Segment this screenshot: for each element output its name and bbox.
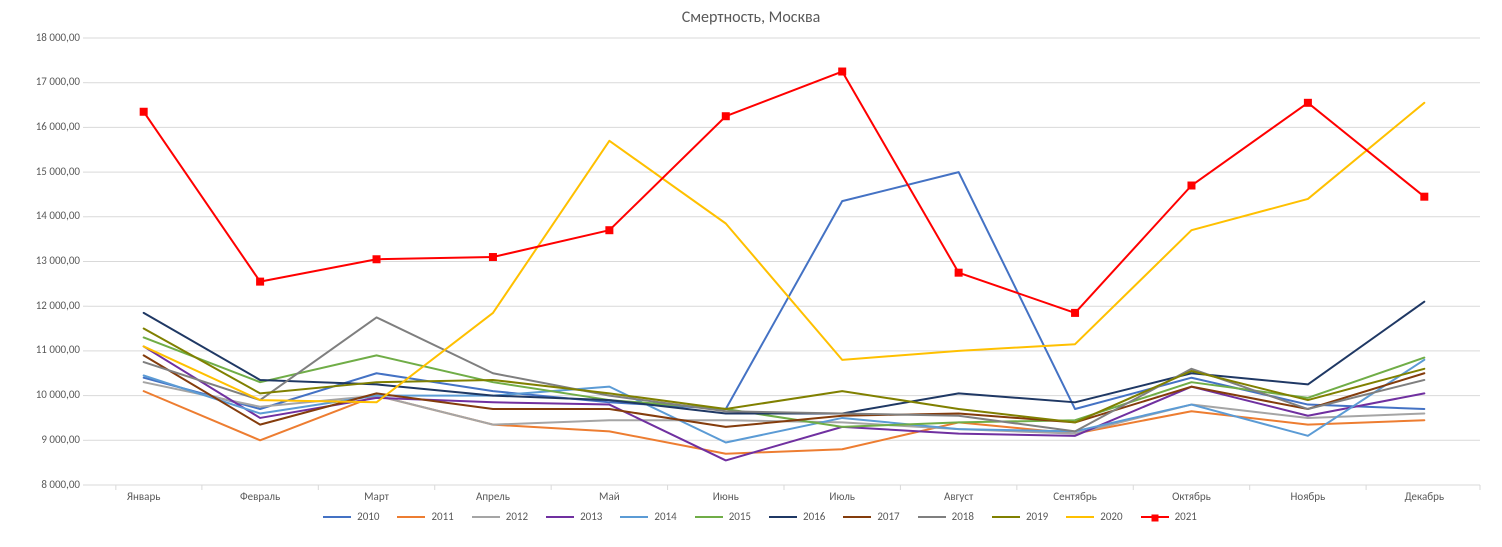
series-marker-2021 xyxy=(140,108,147,115)
legend-item-2015: 2015 xyxy=(695,510,751,523)
legend-label: 2012 xyxy=(506,510,528,523)
x-tick-label: Апрель xyxy=(443,490,543,503)
series-marker-2021 xyxy=(1421,193,1428,200)
plot-area xyxy=(88,38,1480,485)
legend-item-2020: 2020 xyxy=(1066,510,1122,523)
series-marker-2021 xyxy=(1072,309,1079,316)
legend-swatch xyxy=(695,516,723,518)
x-tick-label: Май xyxy=(559,490,659,503)
series-marker-2021 xyxy=(839,68,846,75)
series-marker-2021 xyxy=(1188,182,1195,189)
legend-swatch xyxy=(323,516,351,518)
y-tick-label: 16 000,00 xyxy=(36,120,80,133)
legend-label: 2015 xyxy=(729,510,751,523)
x-tick-label: Август xyxy=(909,490,1009,503)
series-line-2021 xyxy=(144,72,1425,313)
x-tick-label: Декабрь xyxy=(1374,490,1474,503)
legend-item-2018: 2018 xyxy=(918,510,974,523)
legend-swatch xyxy=(992,516,1020,518)
legend-item-2017: 2017 xyxy=(843,510,899,523)
legend-item-2021: 2021 xyxy=(1141,510,1197,523)
legend-swatch xyxy=(620,516,648,518)
series-marker-2021 xyxy=(722,113,729,120)
legend-label: 2013 xyxy=(580,510,602,523)
y-tick-label: 13 000,00 xyxy=(36,254,80,267)
legend-label: 2021 xyxy=(1175,510,1197,523)
legend-swatch xyxy=(397,516,425,518)
legend-item-2012: 2012 xyxy=(472,510,528,523)
legend-swatch xyxy=(1141,516,1169,518)
x-tick-label: Январь xyxy=(94,490,194,503)
x-tick-label: Июль xyxy=(792,490,892,503)
legend-label: 2016 xyxy=(803,510,825,523)
series-marker-2021 xyxy=(955,269,962,276)
y-tick-label: 15 000,00 xyxy=(36,165,80,178)
x-tick-label: Февраль xyxy=(210,490,310,503)
series-marker-2021 xyxy=(373,256,380,263)
legend-label: 2017 xyxy=(877,510,899,523)
y-tick-label: 17 000,00 xyxy=(36,75,80,88)
legend-swatch xyxy=(918,516,946,518)
y-tick-label: 11 000,00 xyxy=(36,343,80,356)
x-tick-label: Ноябрь xyxy=(1258,490,1358,503)
y-tick-label: 8 000,00 xyxy=(41,478,80,491)
legend-swatch xyxy=(546,516,574,518)
y-tick-label: 10 000,00 xyxy=(36,388,80,401)
legend-label: 2011 xyxy=(431,510,453,523)
series-marker-2021 xyxy=(257,278,264,285)
series-marker-2021 xyxy=(489,254,496,261)
legend-label: 2018 xyxy=(952,510,974,523)
legend-item-2019: 2019 xyxy=(992,510,1048,523)
x-tick-label: Октябрь xyxy=(1141,490,1241,503)
legend-swatch xyxy=(1066,516,1094,518)
legend-item-2011: 2011 xyxy=(397,510,453,523)
legend-item-2010: 2010 xyxy=(323,510,379,523)
chart-container: Смертность, Москва 8 000,00 9 000,00 10 00… xyxy=(0,0,1502,547)
x-tick-label: Июнь xyxy=(676,490,776,503)
legend-swatch xyxy=(769,516,797,518)
legend-item-2013: 2013 xyxy=(546,510,602,523)
series-line-2020 xyxy=(144,103,1425,403)
legend-item-2014: 2014 xyxy=(620,510,676,523)
x-tick-label: Март xyxy=(327,490,427,503)
legend-label: 2010 xyxy=(357,510,379,523)
legend-label: 2019 xyxy=(1026,510,1048,523)
legend-label: 2020 xyxy=(1100,510,1122,523)
legend: 2010 2011 2012 2013 2014 2015 2016 2017 2018 2019… xyxy=(280,510,1240,523)
x-tick-label: Сентябрь xyxy=(1025,490,1125,503)
series-marker-2021 xyxy=(1304,99,1311,106)
y-tick-label: 12 000,00 xyxy=(36,299,80,312)
series-line-2012 xyxy=(144,382,1425,433)
series-marker-2021 xyxy=(606,227,613,234)
legend-item-2016: 2016 xyxy=(769,510,825,523)
legend-label: 2014 xyxy=(654,510,676,523)
legend-swatch xyxy=(472,516,500,518)
y-tick-label: 9 000,00 xyxy=(41,433,80,446)
y-tick-label: 14 000,00 xyxy=(36,209,80,222)
y-tick-label: 18 000,00 xyxy=(36,31,80,44)
legend-swatch xyxy=(843,516,871,518)
chart-title: Смертность, Москва xyxy=(0,8,1502,27)
